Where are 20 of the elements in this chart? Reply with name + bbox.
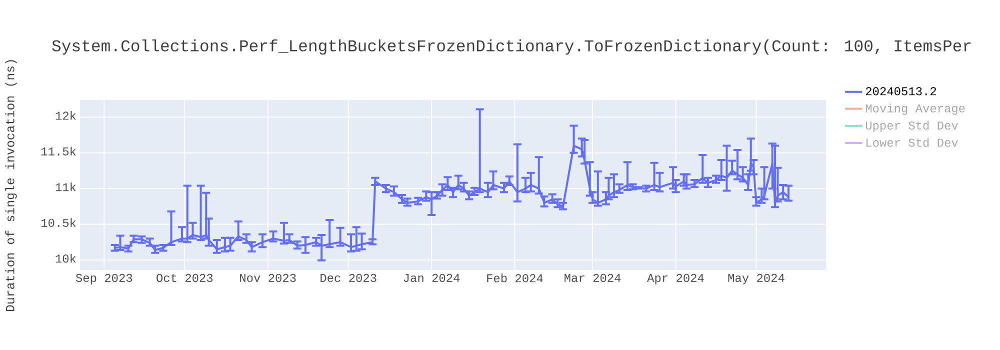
y-tick-label: 12k: [56, 111, 76, 120]
legend-label: Upper Std Dev: [866, 120, 958, 132]
x-tick-label: May 2024: [728, 274, 784, 284]
y-tick-label: 10.5k: [41, 218, 76, 227]
y-tick-label: 10k: [56, 254, 76, 263]
x-tick-label: Oct 2023: [156, 274, 213, 282]
x-tick-label: Nov 2023: [240, 274, 296, 282]
x-tick-label: Dec 2023: [320, 274, 376, 282]
x-tick-label: Feb 2024: [487, 274, 543, 282]
y-tick-label: 11.5k: [41, 146, 76, 156]
legend-label: Moving Average: [866, 104, 965, 115]
x-tick-label: Mar 2024: [564, 274, 621, 282]
x-tick-label: Jan 2024: [404, 274, 460, 282]
y-axis-title: Duration of single invocation (ns): [5, 60, 17, 312]
legend-label: Lower Std Dev: [866, 138, 958, 147]
x-tick-label: Sep 2023: [76, 274, 132, 284]
y-tick-label: 11k: [56, 182, 76, 192]
legend-label: 20240513.2: [866, 87, 936, 96]
x-tick-label: Apr 2024: [647, 274, 704, 284]
chart-title: System.Collections.Perf_LengthBucketsFrozenDictionary.ToFrozenDictionary(Count: 100, ItemsPer: [52, 39, 971, 55]
